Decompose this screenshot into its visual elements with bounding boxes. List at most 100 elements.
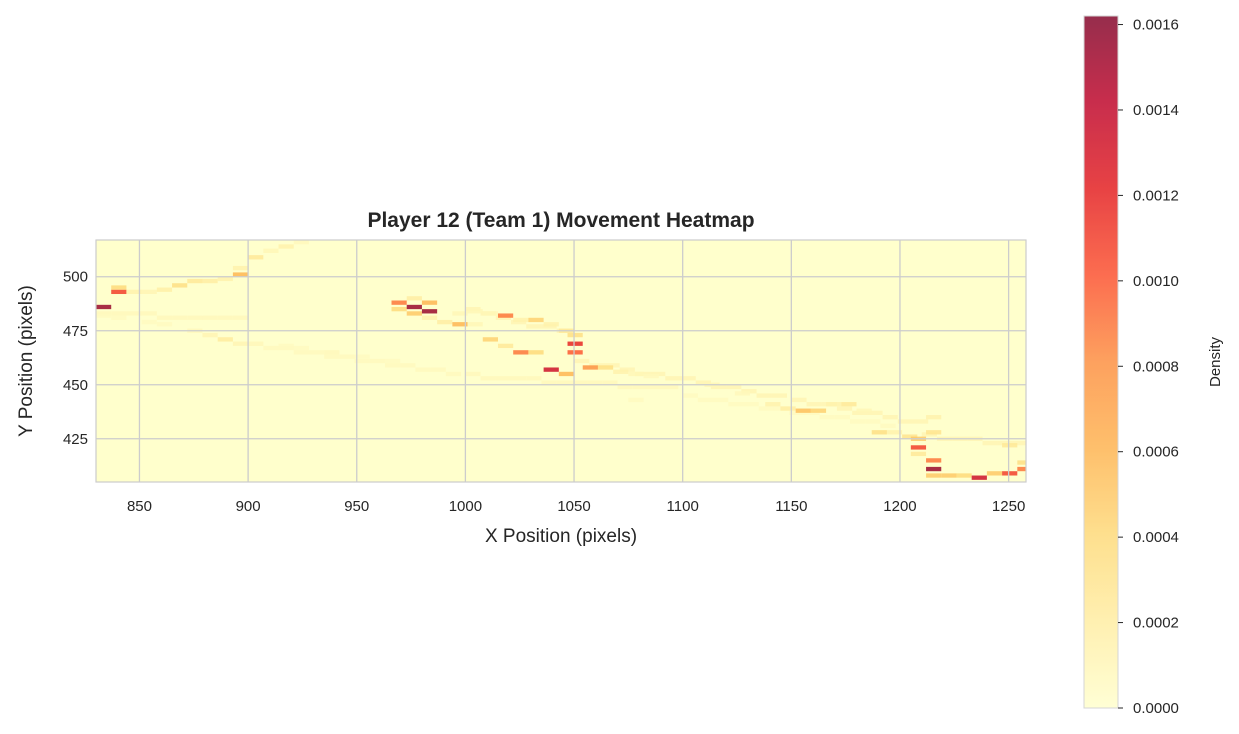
colorbar-tick-label: 0.0006	[1133, 444, 1179, 461]
trajectory-cell	[574, 358, 590, 364]
trajectory-cell	[541, 380, 557, 385]
heatmap-cell	[780, 406, 796, 411]
heatmap-cell	[543, 367, 559, 372]
trajectory-cell	[465, 371, 481, 377]
trajectory-cell	[430, 367, 446, 372]
heatmap-cell	[582, 365, 598, 370]
y-axis-ticks: 425 450 475 500	[63, 269, 88, 448]
trajectory-cell	[665, 376, 681, 381]
trajectory-cell	[187, 315, 203, 320]
heatmap-cell	[926, 415, 942, 420]
heatmap-cell	[910, 451, 927, 457]
heatmap-cell	[421, 300, 438, 305]
trajectory-cell	[819, 415, 835, 420]
heatmap-cell	[232, 341, 249, 346]
heatmap-cell	[111, 285, 127, 290]
heatmap-cell	[926, 430, 942, 435]
colorbar-ticks: 0.0000 0.0002 0.0004 0.0006 0.0008 0.0010 0.00…	[1118, 17, 1179, 717]
heatmap-cell	[795, 408, 811, 413]
trajectory-cell	[556, 380, 572, 385]
heatmap-cell	[841, 402, 857, 407]
heatmap-cell	[232, 272, 249, 277]
heatmap-cell	[826, 402, 842, 407]
heatmap-cell	[971, 475, 987, 480]
trajectory-cell	[713, 397, 729, 403]
heatmap-cell	[956, 473, 972, 478]
trajectory-cell	[202, 315, 218, 320]
heatmap-cell	[141, 319, 157, 325]
plot-frame	[95, 239, 1027, 483]
colorbar	[1083, 15, 1119, 709]
colorbar-tick-label: 0.0002	[1133, 615, 1179, 632]
trajectory-cell	[324, 354, 340, 359]
trajectory-cell	[695, 380, 711, 385]
x-tick-label: 1000	[449, 498, 482, 515]
heatmap-cell	[926, 466, 942, 472]
y-tick-label: 450	[63, 377, 88, 394]
heatmap-cell	[513, 350, 529, 355]
heatmap-cell	[528, 317, 544, 323]
heatmap-cell	[528, 350, 544, 355]
heatmap-cell	[467, 309, 483, 314]
heatmap-cell	[628, 397, 644, 403]
heatmap-cell	[96, 304, 112, 310]
x-axis-label: X Position (pixels)	[485, 526, 637, 547]
colorbar-label: Density	[1207, 336, 1224, 387]
trajectory-cell	[587, 380, 603, 385]
grid-lines	[96, 240, 1026, 482]
trajectory-cell	[278, 345, 294, 351]
heatmap-cell	[886, 430, 903, 435]
heatmap-cell	[513, 317, 529, 323]
heatmap-cell	[293, 240, 309, 245]
trajectory-cell	[571, 380, 588, 385]
heatmap-cell	[452, 311, 468, 316]
heatmap-cell	[111, 315, 127, 320]
heatmap-cell	[1002, 471, 1018, 476]
trajectory-cell	[647, 384, 664, 390]
heatmap-cell	[467, 322, 483, 327]
heatmap-cell	[452, 322, 468, 327]
heatmap-cell	[810, 408, 827, 413]
trajectory-cell	[354, 358, 370, 364]
heatmap-cell	[391, 300, 407, 305]
trajectory-cell	[495, 315, 512, 320]
trajectory-cell	[632, 384, 648, 390]
heatmap-cell	[217, 337, 233, 342]
trajectory-cell	[743, 402, 759, 407]
heatmap-cell	[141, 289, 157, 295]
trajectory-cell	[726, 384, 742, 390]
heatmap-cell	[1017, 466, 1026, 472]
heatmap-cell	[1002, 443, 1018, 448]
heatmap-cell	[986, 471, 1003, 476]
y-tick-label: 500	[63, 269, 88, 286]
trajectory-cell	[663, 384, 679, 390]
x-tick-label: 950	[344, 498, 369, 515]
heatmap-cells	[96, 240, 1026, 480]
heatmap-cell	[111, 289, 127, 295]
trajectory-cell	[339, 354, 355, 359]
heatmap-cell	[293, 345, 309, 351]
trajectory-cell	[758, 406, 774, 411]
heatmap-cell	[217, 276, 233, 282]
heatmap-cell	[643, 373, 659, 379]
heatmap-cell	[926, 473, 942, 478]
x-tick-label: 1250	[992, 498, 1025, 515]
heatmap-cell	[497, 313, 514, 318]
heatmap-cell	[567, 341, 583, 346]
trajectory-cell	[293, 350, 309, 355]
heatmap-cell	[391, 306, 407, 312]
heatmap-cell	[278, 343, 294, 349]
heatmap-cell	[156, 322, 173, 327]
heatmap-cell	[902, 434, 918, 439]
trajectory-cell	[263, 345, 279, 351]
heatmap-cell	[910, 445, 927, 450]
heatmap-cell	[437, 319, 453, 325]
x-tick-label: 1150	[775, 498, 807, 515]
y-axis-label: Y Position (pixels)	[16, 285, 37, 437]
heatmap-cell	[765, 402, 781, 407]
x-axis-ticks: 850 900 950 1000 1050 1100 1150 1200 1250	[127, 498, 1025, 515]
trajectory-cell	[982, 440, 998, 446]
trajectory-cell	[369, 358, 385, 364]
trajectory-cell	[495, 376, 512, 381]
